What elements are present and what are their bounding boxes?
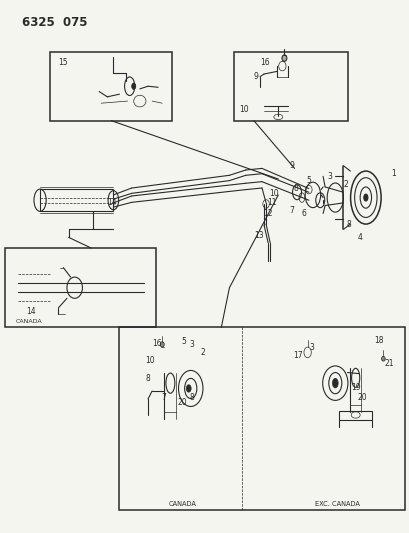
Text: 3: 3 bbox=[326, 172, 331, 181]
Text: 15: 15 bbox=[58, 58, 68, 67]
Ellipse shape bbox=[281, 55, 286, 61]
Text: 19: 19 bbox=[351, 383, 360, 392]
Text: 14: 14 bbox=[107, 198, 117, 207]
Text: 3: 3 bbox=[189, 341, 194, 350]
Text: EXC. CANADA: EXC. CANADA bbox=[314, 500, 359, 506]
Text: 7: 7 bbox=[161, 393, 166, 402]
Text: 10: 10 bbox=[268, 189, 278, 198]
Text: 8: 8 bbox=[293, 183, 297, 192]
Ellipse shape bbox=[186, 385, 191, 392]
Bar bbox=[40, 189, 113, 212]
Text: CANADA: CANADA bbox=[16, 319, 42, 324]
Ellipse shape bbox=[332, 378, 337, 388]
Text: 4: 4 bbox=[357, 233, 362, 242]
Text: 2: 2 bbox=[343, 180, 347, 189]
Text: 2: 2 bbox=[200, 349, 204, 358]
Text: 20: 20 bbox=[357, 393, 366, 402]
Text: 12: 12 bbox=[262, 209, 272, 218]
Text: CANADA: CANADA bbox=[168, 500, 196, 506]
Text: 18: 18 bbox=[373, 336, 383, 345]
Text: 17: 17 bbox=[293, 351, 302, 360]
Text: 14: 14 bbox=[26, 307, 35, 316]
Text: 9: 9 bbox=[253, 72, 258, 81]
Text: 10: 10 bbox=[239, 104, 249, 114]
Ellipse shape bbox=[381, 357, 384, 361]
Text: 1: 1 bbox=[390, 169, 395, 178]
Text: 16: 16 bbox=[152, 339, 161, 348]
Text: 11: 11 bbox=[266, 198, 276, 207]
Text: 10: 10 bbox=[145, 357, 155, 366]
Text: 5: 5 bbox=[305, 176, 310, 185]
Text: 6325  075: 6325 075 bbox=[22, 16, 87, 29]
Text: 13: 13 bbox=[253, 231, 263, 240]
Text: 5: 5 bbox=[181, 337, 186, 346]
Text: 7: 7 bbox=[288, 206, 293, 215]
Ellipse shape bbox=[160, 342, 164, 347]
Ellipse shape bbox=[131, 83, 135, 90]
Text: 8: 8 bbox=[145, 374, 150, 383]
Bar bbox=[339, 411, 371, 420]
Text: 8: 8 bbox=[189, 393, 194, 402]
Text: 9: 9 bbox=[289, 161, 293, 170]
Text: 20: 20 bbox=[177, 398, 187, 407]
Text: 8: 8 bbox=[346, 220, 351, 229]
Text: 16: 16 bbox=[259, 58, 269, 67]
Ellipse shape bbox=[363, 194, 367, 201]
Text: 6: 6 bbox=[300, 209, 305, 218]
Text: 3: 3 bbox=[309, 343, 314, 352]
Text: 21: 21 bbox=[383, 359, 393, 367]
